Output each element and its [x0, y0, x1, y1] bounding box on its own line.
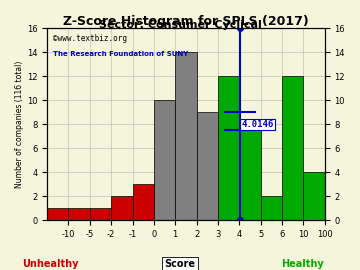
- Bar: [68, 208, 90, 220]
- Text: Unhealthy: Unhealthy: [22, 259, 78, 269]
- Bar: [303, 172, 325, 220]
- Y-axis label: Number of companies (116 total): Number of companies (116 total): [15, 60, 24, 188]
- Bar: [218, 76, 239, 220]
- Bar: [239, 124, 261, 220]
- Text: The Research Foundation of SUNY: The Research Foundation of SUNY: [53, 51, 188, 57]
- Bar: [282, 76, 303, 220]
- Bar: [197, 112, 218, 220]
- Text: 4.0146: 4.0146: [242, 120, 274, 129]
- Bar: [175, 52, 197, 220]
- Bar: [261, 196, 282, 220]
- Bar: [154, 100, 175, 220]
- Text: Sector: Consumer Cyclical: Sector: Consumer Cyclical: [99, 20, 261, 30]
- Bar: [132, 184, 154, 220]
- Title: Z-Score Histogram for SPLS (2017): Z-Score Histogram for SPLS (2017): [63, 15, 309, 28]
- Text: Score: Score: [165, 259, 195, 269]
- Bar: [90, 208, 111, 220]
- Text: ©www.textbiz.org: ©www.textbiz.org: [53, 34, 127, 43]
- Bar: [47, 208, 68, 220]
- Bar: [111, 196, 132, 220]
- Text: Healthy: Healthy: [281, 259, 324, 269]
